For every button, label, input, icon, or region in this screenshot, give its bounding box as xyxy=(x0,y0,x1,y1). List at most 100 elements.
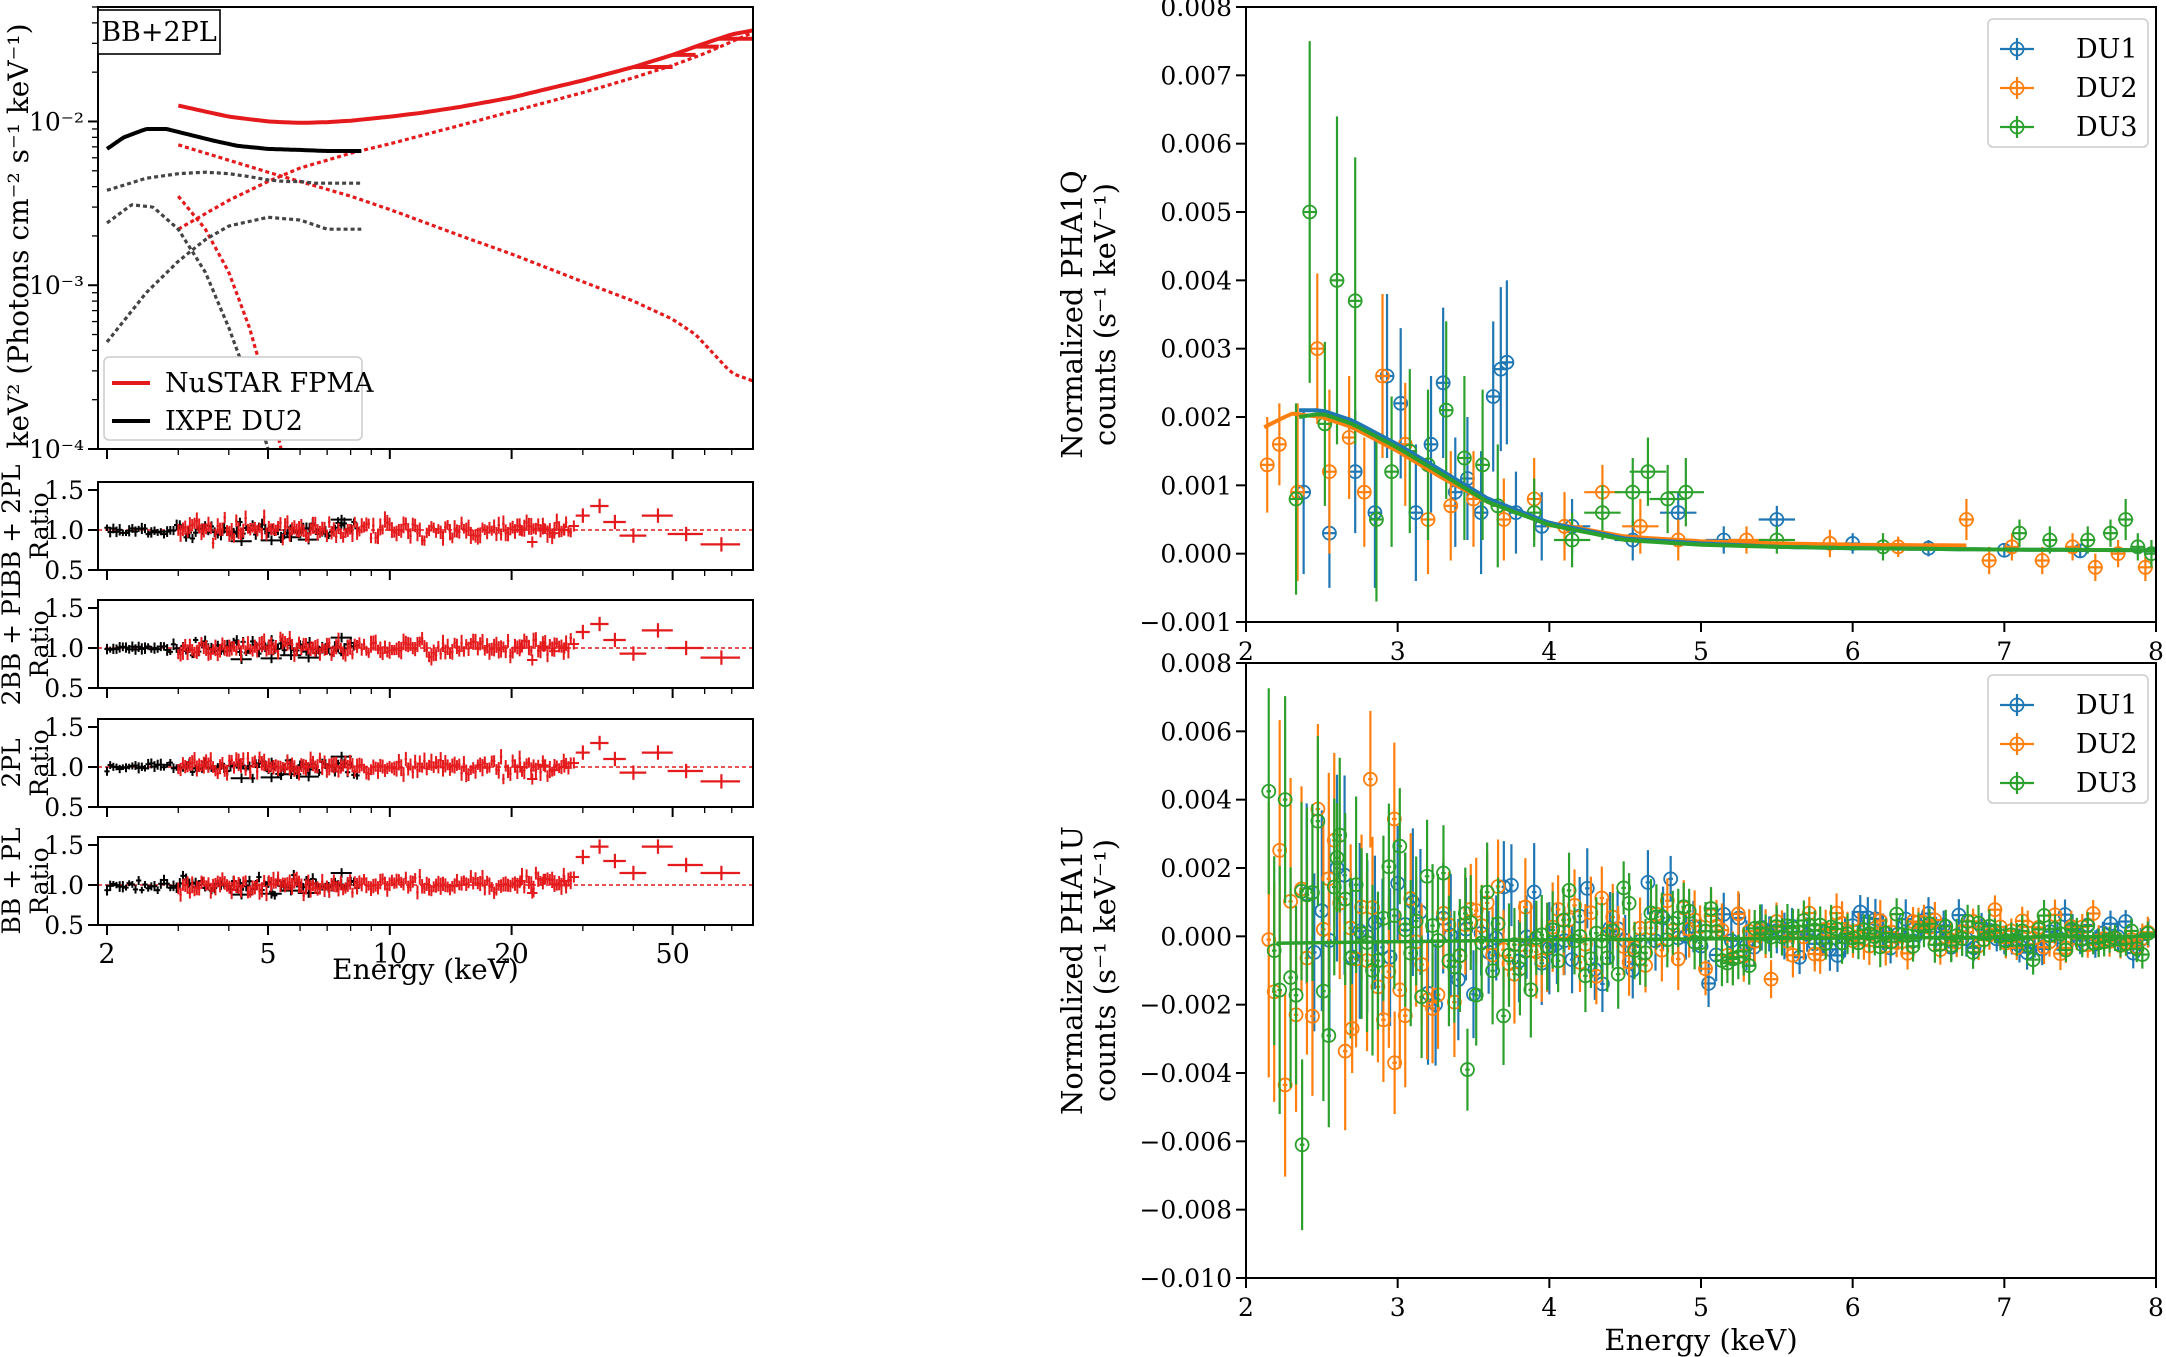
ratio1-nustar-point xyxy=(344,527,347,538)
ratio3-nustar-point xyxy=(221,756,224,770)
ratio4-nustar-point xyxy=(327,883,331,898)
ratio1-nustar-point xyxy=(495,527,498,542)
pha1u-du3-point xyxy=(1277,696,1293,904)
ratio4-nustar-point xyxy=(427,878,431,896)
ratio3-nustar-point xyxy=(448,762,452,776)
pha1q-du2-point-marker xyxy=(1322,464,1337,480)
ratio1-nustar-point xyxy=(323,521,326,534)
pha1q-du3-point xyxy=(1614,458,1651,527)
ratio4-nustar-point xyxy=(177,882,180,895)
ratio3-nustar-point xyxy=(404,751,408,767)
pha1q-du3-point-marker xyxy=(1564,532,1580,548)
ratio2-excess-point xyxy=(641,623,673,638)
ratio2-nustar-point xyxy=(235,645,238,656)
ratio1-nustar-point xyxy=(367,518,370,529)
ratio4-nustar-point xyxy=(286,877,289,891)
pha1u-du1-point xyxy=(1504,844,1519,927)
ratio4-nustar-point xyxy=(406,880,410,894)
ratio4-ixpe-point xyxy=(161,874,167,886)
ratio2-nustar-point xyxy=(483,644,487,656)
ratio2-nustar-point xyxy=(242,637,245,650)
ratio3-nustar-point xyxy=(362,763,366,774)
pha1u-du2-point-marker xyxy=(1670,951,1686,967)
pha1q-du3-point xyxy=(1302,41,1318,383)
ratio1-ixpe-point xyxy=(151,526,158,535)
pha1q-legend-frame xyxy=(1987,18,2149,148)
ratio2-nustar-point xyxy=(534,632,538,648)
ratio3-nustar-point xyxy=(530,762,533,779)
ratio4-nustar-point xyxy=(413,873,417,884)
ratio4-nustar-point xyxy=(478,875,482,892)
pha1u-du1-point xyxy=(1701,959,1716,1008)
ratio1-nustar-point xyxy=(432,522,435,533)
pha1q-du3-point xyxy=(1438,321,1454,499)
ratio3-nustar-point xyxy=(490,755,494,767)
spectrum-ylabel: keV² (Photons cm⁻² s⁻¹ keV⁻¹) xyxy=(2,23,35,448)
ratio2-nustar-point xyxy=(416,636,419,653)
ratio3-nustar-point xyxy=(337,765,340,778)
ratio1-nustar-point xyxy=(223,511,226,524)
ratio3-marks xyxy=(98,735,753,789)
ratio4-nustar-point xyxy=(281,877,284,889)
ratio2-nustar-point xyxy=(492,638,496,657)
ratio3-nustar-point xyxy=(411,765,415,779)
ratio2-nustar-point xyxy=(321,643,324,653)
ratio2-nustar-point xyxy=(216,646,219,662)
ratio2-nustar-point xyxy=(441,634,445,653)
ratio1-excess-point xyxy=(667,526,703,542)
ratio4-nustar-point xyxy=(432,881,435,893)
ratio1-nustar-point xyxy=(318,525,322,539)
pha1q-ytick-label: 0.002 xyxy=(1160,403,1232,432)
ratio3-nustar-point xyxy=(318,752,322,763)
ratio1-nustar-point xyxy=(455,524,459,538)
pha1q-du3-point xyxy=(1288,403,1304,595)
ratio2-nustar-point xyxy=(390,644,394,656)
ratio2-nustar-point xyxy=(258,636,261,651)
ratio2-nustar-point xyxy=(269,637,273,655)
ratio2-nustar-point xyxy=(511,646,514,659)
ratio1-nustar-point xyxy=(397,523,401,537)
ratio4-nustar-point xyxy=(455,873,459,888)
ratio4-ylabel-line2: Ratio xyxy=(25,847,54,914)
pha1q-du3-point xyxy=(1369,437,1384,602)
ratio3-excess-point xyxy=(619,765,647,780)
ratio4-ixpe-point xyxy=(158,878,164,889)
ratio3-nustar-point xyxy=(314,760,317,774)
ratio1-nustar-point xyxy=(499,528,503,541)
ratio3-nustar-point xyxy=(432,761,435,773)
pha1u-du1-point xyxy=(1526,843,1542,942)
ratio2-nustar-point xyxy=(397,641,401,658)
ratio3-nustar-point xyxy=(525,758,528,769)
pha1q-du2-point xyxy=(2110,540,2126,568)
ratio1-nustar-point xyxy=(569,527,572,538)
pha1q-legend-marker-du3 xyxy=(2009,119,2025,135)
ratio4-excess-point xyxy=(619,865,647,881)
legend-label-nustar-fpma: NuSTAR FPMA xyxy=(165,368,374,399)
ratio4-xlabel: Energy (keV) xyxy=(332,953,519,986)
ratio1-nustar-point xyxy=(434,527,438,538)
ratio2-nustar-point xyxy=(339,642,343,653)
ratio4-nustar-point xyxy=(546,872,549,884)
pha1u-du3-point xyxy=(1392,788,1408,905)
ratio1-nustar-point xyxy=(511,520,514,534)
ratio4-nustar-point xyxy=(390,874,394,887)
ratio1-excess-point xyxy=(619,528,647,543)
ratio4-nustar-point xyxy=(444,878,447,893)
ratio1-ixpe-point xyxy=(170,526,177,536)
ratio1-ixpe-point xyxy=(110,523,116,534)
ratio4-nustar-point xyxy=(420,879,424,894)
pha1q-ylabel-line2: counts (s⁻¹ keV⁻¹) xyxy=(1088,183,1122,446)
pha1q-du1-point-marker xyxy=(1423,436,1439,452)
ratio2-nustar-point xyxy=(497,641,500,659)
ratio3-nustar-point xyxy=(351,758,354,773)
ratio2-nustar-point xyxy=(283,635,287,648)
pha1q-du1-point xyxy=(1460,417,1475,540)
ratio1-nustar-point xyxy=(462,523,466,534)
ratio1-nustar-point xyxy=(197,518,201,534)
ratio4-ixpe-point xyxy=(145,884,151,892)
ratio3-excess-point xyxy=(590,735,609,751)
ratio1-nustar-point xyxy=(413,518,417,533)
ratio1-nustar-point xyxy=(372,517,375,534)
ratio4-nustar-point xyxy=(235,879,238,893)
